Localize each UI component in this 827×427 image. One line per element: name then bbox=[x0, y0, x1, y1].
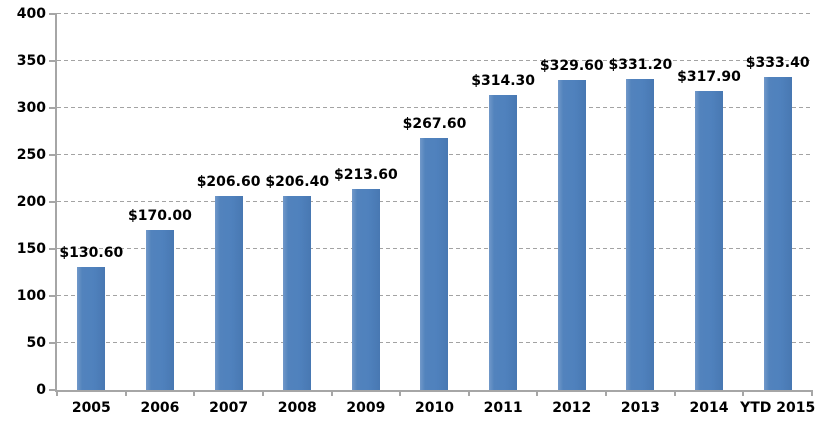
value-label: $329.60 bbox=[539, 58, 604, 75]
y-axis-tick bbox=[49, 248, 57, 250]
bar bbox=[626, 78, 655, 390]
bar-column: $130.60 2005 bbox=[57, 14, 126, 416]
y-tick-label: 0 bbox=[36, 382, 46, 398]
y-tick-label: 250 bbox=[16, 147, 46, 163]
bar-column: $333.40 YTD 2015 bbox=[740, 14, 815, 416]
bar-column: $206.60 2007 bbox=[194, 14, 263, 416]
x-axis-tick bbox=[56, 390, 58, 396]
y-tick-label: 100 bbox=[16, 288, 46, 304]
x-tick-label: 2014 bbox=[689, 400, 729, 416]
y-tick-label: 200 bbox=[16, 194, 46, 210]
x-axis-tick bbox=[536, 390, 539, 396]
bar bbox=[145, 230, 174, 390]
y-axis-tick bbox=[49, 342, 57, 344]
x-tick-label: 2012 bbox=[552, 400, 592, 416]
value-label: $170.00 bbox=[128, 208, 192, 225]
bar bbox=[695, 91, 724, 390]
value-label: $267.60 bbox=[402, 116, 467, 133]
y-tick-label: 50 bbox=[26, 335, 46, 351]
y-axis-tick bbox=[49, 13, 57, 15]
value-label: $331.20 bbox=[608, 56, 673, 73]
bar bbox=[283, 195, 312, 390]
x-tick-label: 2011 bbox=[483, 400, 523, 416]
x-tick-label: 2009 bbox=[346, 400, 386, 416]
x-axis-tick bbox=[811, 390, 813, 396]
y-tick-label: 150 bbox=[16, 241, 46, 257]
bar bbox=[77, 267, 106, 390]
y-tick-label: 400 bbox=[16, 6, 46, 22]
bar-column: $314.30 2011 bbox=[469, 14, 538, 416]
y-axis-tick bbox=[49, 154, 57, 156]
bar bbox=[351, 189, 380, 390]
x-axis-tick bbox=[605, 390, 608, 396]
value-label: $206.40 bbox=[265, 173, 330, 190]
bar-column: $329.60 2012 bbox=[537, 14, 606, 416]
y-axis-tick bbox=[49, 201, 57, 203]
x-axis-tick bbox=[330, 390, 333, 396]
y-tick-label: 350 bbox=[16, 53, 46, 69]
value-label: $213.60 bbox=[333, 167, 398, 184]
value-label: $317.90 bbox=[677, 69, 741, 86]
bar-column: $331.20 2013 bbox=[606, 14, 675, 416]
x-axis-tick bbox=[399, 390, 402, 396]
bar-column: $170.00 2006 bbox=[126, 14, 195, 416]
x-tick-label: YTD 2015 bbox=[740, 400, 816, 416]
x-axis-tick bbox=[742, 390, 745, 396]
y-tick-label: 300 bbox=[16, 100, 46, 116]
x-axis-tick bbox=[193, 390, 196, 396]
y-axis-tick bbox=[49, 107, 57, 109]
x-axis-tick bbox=[467, 390, 470, 396]
y-axis-tick bbox=[49, 295, 57, 297]
bar-column: $213.60 2009 bbox=[332, 14, 401, 416]
bar bbox=[763, 76, 792, 390]
bar bbox=[420, 138, 449, 390]
bar bbox=[214, 195, 243, 390]
value-label: $333.40 bbox=[745, 54, 810, 71]
value-label: $314.30 bbox=[471, 72, 536, 89]
bar-column: $206.40 2008 bbox=[263, 14, 332, 416]
bar bbox=[557, 80, 586, 390]
plot-area: 0 50 100 150 200 250 300 350 400 $130.60 2005 $170.… bbox=[17, 6, 815, 416]
x-tick-label: 2013 bbox=[620, 400, 660, 416]
x-tick-label: 2010 bbox=[415, 400, 454, 416]
x-tick-label: 2008 bbox=[277, 400, 317, 416]
y-axis-tick bbox=[49, 60, 57, 62]
bar-column: $317.90 2014 bbox=[675, 14, 744, 416]
x-axis-tick bbox=[261, 390, 264, 396]
x-axis-tick bbox=[124, 390, 127, 396]
y-axis-tick bbox=[49, 389, 57, 391]
x-tick-label: 2006 bbox=[140, 400, 180, 416]
x-tick-label: 2007 bbox=[209, 400, 249, 416]
value-label: $130.60 bbox=[59, 245, 124, 262]
bar-column: $267.60 2010 bbox=[400, 14, 469, 416]
x-axis-tick bbox=[673, 390, 676, 396]
value-label: $206.60 bbox=[196, 173, 261, 190]
x-tick-label: 2005 bbox=[71, 400, 111, 416]
bar bbox=[489, 94, 518, 390]
